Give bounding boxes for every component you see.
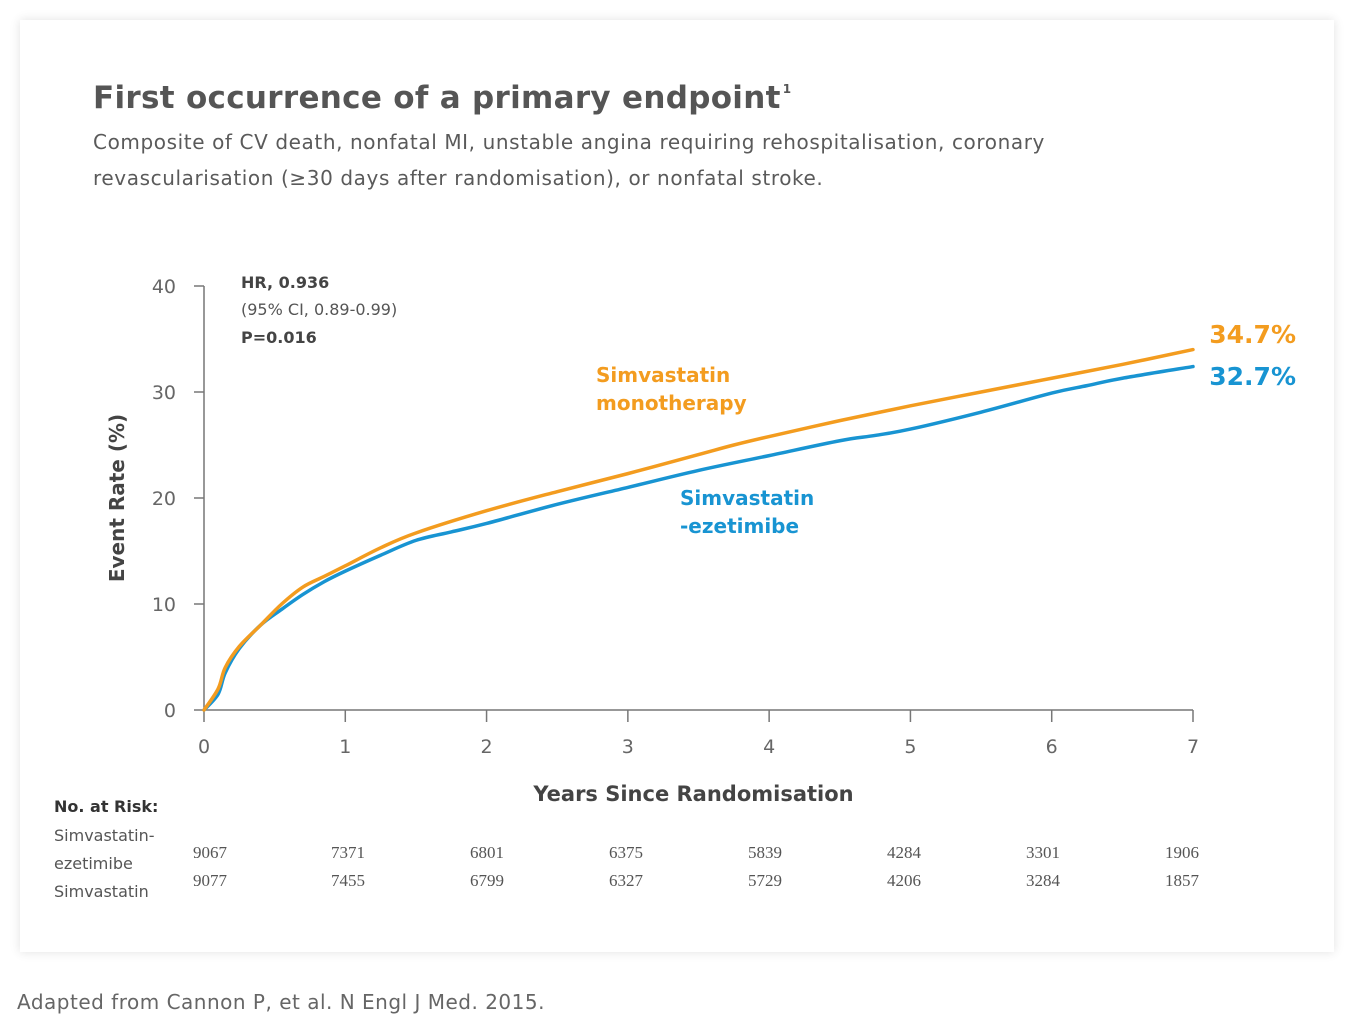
x-tick-label-3: 3: [622, 736, 634, 758]
chart-labels: 34.7% 32.7% Simvastatin monotherapy Simvasta…: [193, 273, 1296, 890]
title-reference: 1: [782, 82, 792, 96]
risk-value: 9067: [193, 843, 228, 862]
y-tick-label-40: 40: [152, 276, 176, 298]
stat-p: P=0.016: [241, 328, 317, 347]
series-label-ezetimibe-line2: -ezetimibe: [680, 514, 799, 538]
risk-row-label-eze-line1: Simvastatin-: [54, 826, 155, 845]
y-axis-title: Event Rate (%): [105, 414, 129, 582]
series-line-simvastatin-ezetimibe: [202, 364, 1195, 712]
chart-lines: [202, 347, 1195, 712]
risk-value: 6799: [470, 871, 504, 890]
stat-ci: (95% CI, 0.89-0.99): [241, 300, 397, 319]
series-label-ezetimibe-line1: Simvastatin: [680, 486, 814, 510]
risk-value: 3301: [1026, 843, 1060, 862]
source-citation: Adapted from Cannon P, et al. N Engl J M…: [17, 990, 545, 1014]
x-tick-label-7: 7: [1187, 736, 1199, 758]
chart-title: First occurrence of a primary endpoint 1: [93, 80, 791, 116]
risk-value: 6801: [470, 843, 504, 862]
y-tick-label-20: 20: [152, 488, 176, 510]
chart-card: [20, 20, 1334, 952]
chart-axes: 0 10 20 30 40 0 1 2 3 4 5 6 7 Years Since Randomisati…: [105, 276, 1199, 806]
y-tick-label-0: 0: [164, 700, 176, 722]
x-tick-label-2: 2: [481, 736, 493, 758]
risk-row-label-simva: Simvastatin: [54, 882, 149, 901]
x-tick-label-5: 5: [904, 736, 916, 758]
risk-value: 1857: [1165, 871, 1200, 890]
x-tick-label-4: 4: [763, 736, 775, 758]
risk-row-label-eze-line2: ezetimibe: [54, 854, 133, 873]
y-tick-label-10: 10: [152, 594, 176, 616]
risk-table-header: No. at Risk:: [54, 797, 159, 816]
x-tick-label-0: 0: [198, 736, 210, 758]
risk-value: 4206: [887, 871, 921, 890]
risk-value: 5839: [748, 843, 782, 862]
km-chart: 0 10 20 30 40 0 1 2 3 4 5 6 7 Years Since Randomisati…: [105, 273, 1296, 890]
x-tick-label-1: 1: [339, 736, 351, 758]
y-tick-label-30: 30: [152, 382, 176, 404]
chart-title-text: First occurrence of a primary endpoint: [93, 80, 781, 116]
stat-hr: HR, 0.936: [241, 273, 329, 292]
risk-value: 7455: [331, 871, 365, 890]
risk-value: 7371: [331, 843, 365, 862]
series-label-monotherapy-line1: Simvastatin: [596, 363, 730, 387]
risk-value: 6375: [609, 843, 643, 862]
risk-value: 6327: [609, 871, 644, 890]
chart-subtitle: Composite of CV death, nonfatal MI, unst…: [93, 130, 1045, 190]
end-label-ezetimibe: 32.7%: [1209, 362, 1296, 391]
series-label-monotherapy-line2: monotherapy: [596, 391, 747, 415]
x-axis-title: Years Since Randomisation: [532, 782, 853, 806]
end-label-monotherapy: 34.7%: [1209, 320, 1296, 349]
risk-value: 5729: [748, 871, 782, 890]
series-line-simvastatin-monotherapy: [202, 347, 1195, 712]
x-tick-label-6: 6: [1046, 736, 1058, 758]
risk-value: 4284: [887, 843, 922, 862]
risk-value: 9077: [193, 871, 228, 890]
risk-value: 3284: [1026, 871, 1061, 890]
risk-value: 1906: [1165, 843, 1199, 862]
